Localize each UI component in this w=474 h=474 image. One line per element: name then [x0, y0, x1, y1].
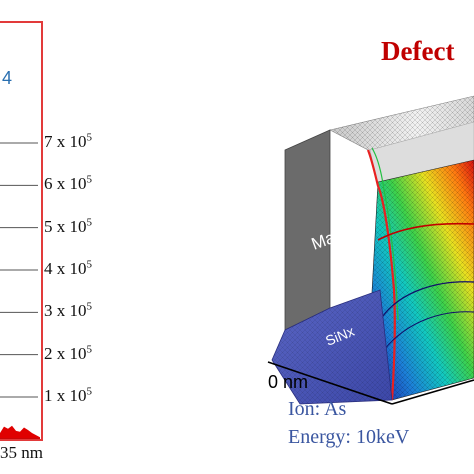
plot-frame: [0, 21, 43, 441]
floor-edge-2: [391, 379, 474, 405]
gridlines: [0, 142, 38, 398]
defect-area-fill: [0, 425, 40, 440]
y-tick-label: 7 x 105: [44, 131, 92, 151]
ion-label: Ion: As: [288, 398, 347, 420]
y-tick-label: 3 x 105: [44, 300, 92, 321]
origin-label: 0 nm: [268, 372, 309, 392]
sinx-layer-mesh: [272, 290, 392, 404]
fragment-label: 4: [2, 68, 13, 88]
floor-edge: [267, 361, 393, 405]
y-tick-label: 4 x 105: [44, 258, 92, 278]
x-axis-label: 35 nm: [0, 443, 43, 462]
y-tick-label: 6 x 105: [44, 173, 92, 194]
defect-ridge-edge: [366, 149, 396, 401]
chart-title: Defect: [381, 36, 455, 66]
y-tick-label: 5 x 105: [44, 216, 92, 236]
defect-ridge-edge-inner: [371, 147, 399, 321]
defect-contour-curve: [377, 222, 474, 241]
defect-mesh-overlay: [372, 160, 474, 400]
y-tick-label: 1 x 105: [44, 385, 92, 405]
energy-label: Energy: 10keV: [288, 426, 410, 448]
y-tick-label: 2 x 105: [44, 343, 92, 363]
defect-arch-curve: [379, 281, 474, 321]
defect-arch-curve-2: [383, 311, 474, 351]
